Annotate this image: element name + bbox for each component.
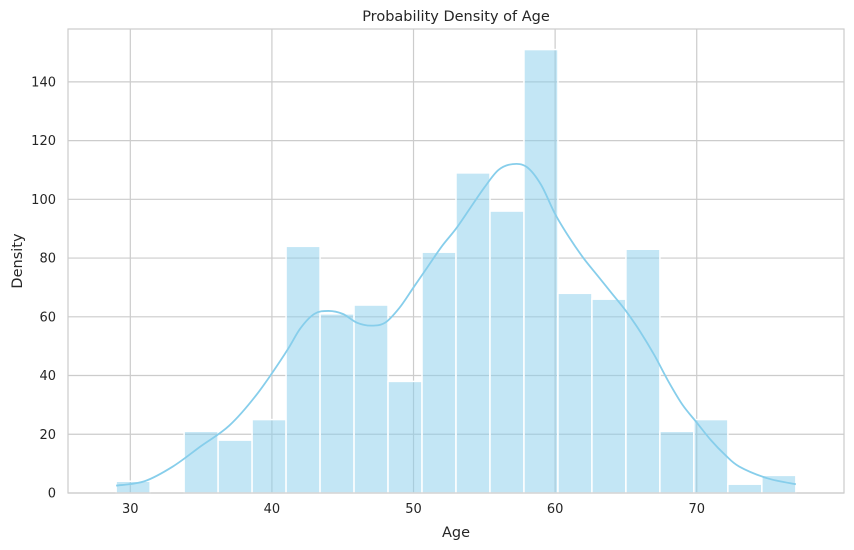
histogram-bar — [557, 292, 593, 494]
histogram-bar — [251, 418, 287, 494]
kde-line — [116, 162, 797, 487]
histogram-bar — [591, 298, 627, 494]
y-tick-label: 20 — [39, 428, 56, 443]
chart-title: Probability Density of Age — [362, 9, 550, 25]
y-tick-label: 0 — [48, 487, 56, 502]
histogram-bar — [353, 304, 389, 494]
histogram-bar — [727, 483, 763, 494]
x-axis-label: Age — [442, 525, 470, 541]
histogram-bar — [285, 245, 321, 494]
y-tick-label: 80 — [39, 252, 56, 267]
y-tick-label: 100 — [31, 193, 56, 208]
y-tick-label: 40 — [39, 369, 56, 384]
x-tick-label: 30 — [122, 502, 139, 517]
x-tick-labels: 30 40 50 60 70 — [122, 502, 705, 517]
y-axis-label: Density — [10, 233, 26, 289]
plot-frame — [67, 28, 845, 494]
x-tick-label: 60 — [547, 502, 564, 517]
histogram-bar — [659, 430, 695, 494]
x-tick-label: 70 — [688, 502, 705, 517]
x-tick-label: 50 — [405, 502, 422, 517]
y-tick-labels: 0 20 40 60 80 100 120 140 — [31, 75, 56, 501]
histogram-bar — [387, 380, 423, 494]
x-tick-label: 40 — [264, 502, 281, 517]
y-tick-label: 60 — [39, 310, 56, 325]
histogram-bar — [217, 439, 253, 494]
histogram-bar — [523, 48, 559, 494]
histogram-bar — [183, 430, 219, 494]
kde-curve — [116, 162, 797, 487]
histogram-bar — [421, 251, 457, 494]
histogram-bar — [319, 313, 355, 494]
histogram-bar — [693, 418, 729, 494]
histogram-bar — [489, 210, 525, 494]
y-tick-label: 120 — [31, 134, 56, 149]
histogram-bars — [115, 48, 797, 494]
histogram-bar — [625, 248, 661, 494]
histogram-bar — [455, 172, 491, 494]
y-tick-label: 140 — [31, 75, 56, 90]
